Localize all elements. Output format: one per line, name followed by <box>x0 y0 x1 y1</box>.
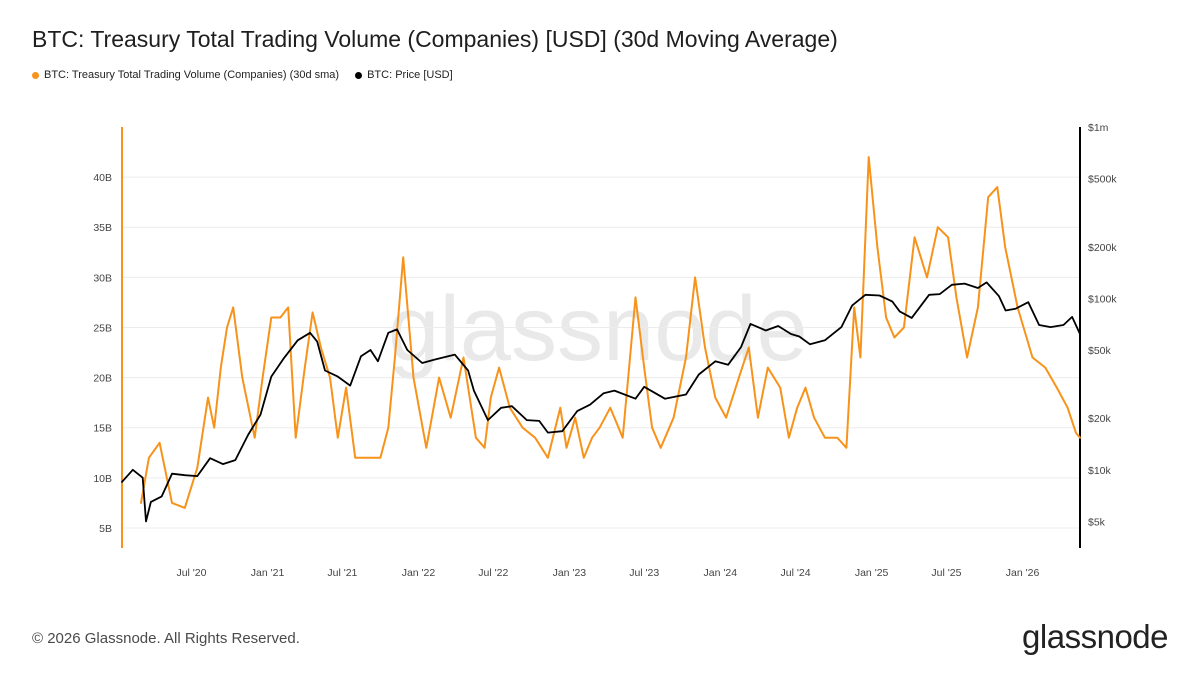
y-left-tick-label: 35B <box>93 222 112 234</box>
y-right-tick-label: $1m <box>1088 122 1109 134</box>
x-tick-label: Jan '21 <box>251 567 285 579</box>
series-line-price <box>121 281 1081 523</box>
axes: 5B 10B 15B 20B 25B 30B 35B 40B $5k $10k $20k $50k $1… <box>93 122 1117 579</box>
chart-title: BTC: Treasury Total Trading Volume (Comp… <box>32 26 838 52</box>
y-left-tick-label: 20B <box>93 373 112 385</box>
y-right-tick-label: $100k <box>1088 293 1117 305</box>
x-tick-label: Jul '23 <box>629 567 659 579</box>
y-left-tick-label: 10B <box>93 473 112 485</box>
legend-label-price: BTC: Price [USD] <box>367 69 453 81</box>
legend: BTC: Treasury Total Trading Volume (Comp… <box>32 69 453 81</box>
x-tick-label: Jan '26 <box>1006 567 1040 579</box>
glassnode-logo: glassnode <box>1022 618 1168 655</box>
series-line-volume <box>140 156 1081 509</box>
series-layer <box>121 156 1081 523</box>
y-right-tick-label: $50k <box>1088 345 1112 357</box>
y-left-tick-label: 15B <box>93 423 112 435</box>
y-right-tick-label: $20k <box>1088 413 1112 425</box>
y-right-tick-label: $200k <box>1088 242 1117 254</box>
y-left-tick-label: 30B <box>93 272 112 284</box>
x-tick-label: Jan '23 <box>553 567 587 579</box>
legend-label-volume: BTC: Treasury Total Trading Volume (Comp… <box>44 69 340 81</box>
y-left-tick-label: 5B <box>99 523 112 535</box>
y-right-tick-label: $500k <box>1088 174 1117 186</box>
x-tick-label: Jul '25 <box>931 567 961 579</box>
grid <box>122 176 1080 529</box>
x-tick-label: Jul '24 <box>781 567 811 579</box>
legend-item-volume[interactable]: BTC: Treasury Total Trading Volume (Comp… <box>32 69 339 81</box>
y-right-tick-label: $10k <box>1088 465 1112 477</box>
x-tick-label: Jul '22 <box>478 567 508 579</box>
copyright-text: © 2026 Glassnode. All Rights Reserved. <box>32 630 300 647</box>
y-left-tick-label: 25B <box>93 322 112 334</box>
watermark: glassnode <box>388 278 807 380</box>
legend-swatch-price <box>355 71 363 79</box>
legend-item-price[interactable]: BTC: Price [USD] <box>355 69 453 81</box>
x-tick-label: Jul '21 <box>327 567 357 579</box>
x-tick-label: Jan '25 <box>855 567 889 579</box>
y-right-tick-label: $5k <box>1088 516 1106 528</box>
x-tick-label: Jan '22 <box>402 567 436 579</box>
y-left-tick-label: 40B <box>93 172 112 184</box>
x-tick-label: Jan '24 <box>704 567 738 579</box>
x-tick-label: Jul '20 <box>176 567 206 579</box>
legend-swatch-volume <box>32 71 39 79</box>
